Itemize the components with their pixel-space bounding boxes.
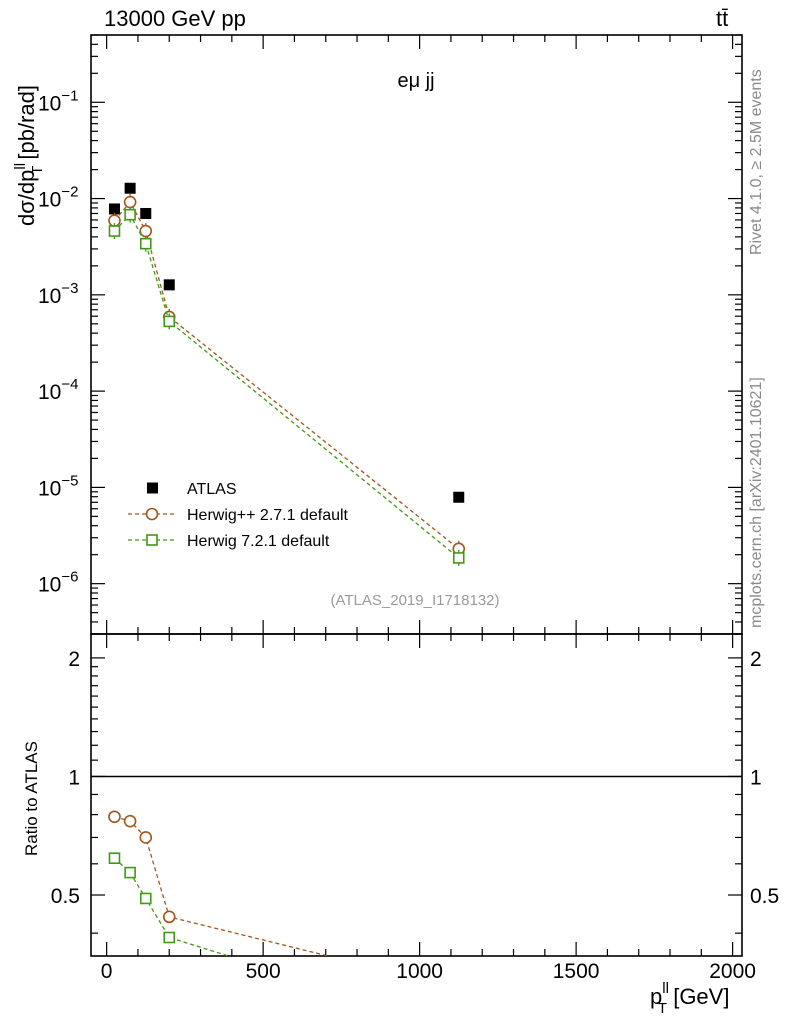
data-point xyxy=(163,315,176,328)
data-point xyxy=(452,552,465,564)
legend-marker xyxy=(146,534,158,546)
ratio-point xyxy=(139,892,152,905)
process-label: 13000 GeV pp xyxy=(104,6,246,31)
data-point xyxy=(124,208,136,221)
data-point xyxy=(108,225,121,237)
y-tick-label: 10−6 xyxy=(38,569,78,597)
ratio-tick-label-right: 2 xyxy=(750,648,762,671)
ratio-tick-label-left: 0.5 xyxy=(51,885,80,908)
x-tick-label: 2000 xyxy=(709,960,756,983)
ratio-panel-ticks: 0.5 0.5 1 1 2 2 0 500 1000 1500 2000 xyxy=(51,634,779,983)
ratio-point xyxy=(163,931,176,944)
ratio-tick-label-right: 1 xyxy=(750,766,762,789)
ratio-point xyxy=(453,983,464,994)
ratio-panel-series xyxy=(108,810,464,994)
series-herwig-7-2-1-default xyxy=(108,206,465,566)
ratio-panel-frame xyxy=(90,633,743,957)
data-point xyxy=(139,224,153,238)
series-herwig-2-7-1-default xyxy=(108,194,466,557)
legend-entry: ATLAS xyxy=(147,481,237,498)
legend-marker xyxy=(147,482,158,494)
legend-marker xyxy=(145,507,159,521)
y-tick-label: 10−1 xyxy=(38,87,78,115)
series-line xyxy=(113,200,460,550)
x-tick-label: 500 xyxy=(246,960,281,983)
ratio-point xyxy=(124,866,136,879)
data-point xyxy=(453,491,465,503)
channel-label: tt̄ xyxy=(716,6,729,31)
ratio-tick-label-right: 0.5 xyxy=(750,885,779,908)
data-point xyxy=(124,182,136,194)
data-point xyxy=(140,207,152,219)
ratio-series-herwig-7-2-1-default xyxy=(108,852,231,956)
analysis-annotation: (ATLAS_2019_I1718132) xyxy=(330,592,499,609)
ratio-panel-border xyxy=(90,633,743,957)
plot-title: eμ jj xyxy=(397,70,434,92)
x-axis-label: pll T [GeV] xyxy=(650,980,729,1017)
data-point xyxy=(108,203,120,215)
ratio-point xyxy=(139,831,153,844)
series-atlas xyxy=(108,182,465,503)
axis-labels: eμ jj(ATLAS_2019_I1718132)dσ/dpllT [pb/r… xyxy=(12,70,729,1017)
legend-entry: Herwig++ 2.7.1 default xyxy=(128,507,349,524)
legend-entry: Herwig 7.2.1 default xyxy=(128,533,330,550)
ratio-tick-label-left: 1 xyxy=(68,766,80,789)
y-tick-label: 10−3 xyxy=(38,280,78,308)
y-tick-label: 10−5 xyxy=(38,472,78,500)
data-point xyxy=(123,195,137,209)
ratio-y-axis-label: Ratio to ATLAS xyxy=(22,741,41,856)
x-tick-label: 1500 xyxy=(553,960,600,983)
legend-label: Herwig 7.2.1 default xyxy=(187,533,330,550)
ratio-point xyxy=(108,810,121,824)
main-panel-ticks: 10−6 10−5 10−4 10−3 10−2 10−1 xyxy=(38,34,742,635)
legend-label: Herwig++ 2.7.1 default xyxy=(187,507,349,524)
ratio-tick-label-left: 2 xyxy=(68,648,80,671)
ratio-series-herwig-2-7-1-default xyxy=(108,810,464,994)
legend: ATLAS Herwig++ 2.7.1 default Herwig 7.2.1 … xyxy=(128,481,349,550)
x-tick-label: 1000 xyxy=(396,960,443,983)
data-point xyxy=(139,237,152,250)
y-tick-label: 10−2 xyxy=(38,184,78,212)
ratio-point xyxy=(108,852,121,865)
data-point xyxy=(163,279,175,291)
legend-label: ATLAS xyxy=(187,481,237,498)
x-tick-label: 0 xyxy=(101,960,113,983)
y-tick-label: 10−4 xyxy=(38,376,78,404)
ratio-point xyxy=(123,814,137,828)
ratio-point xyxy=(162,910,176,924)
main-panel-series xyxy=(108,182,466,566)
